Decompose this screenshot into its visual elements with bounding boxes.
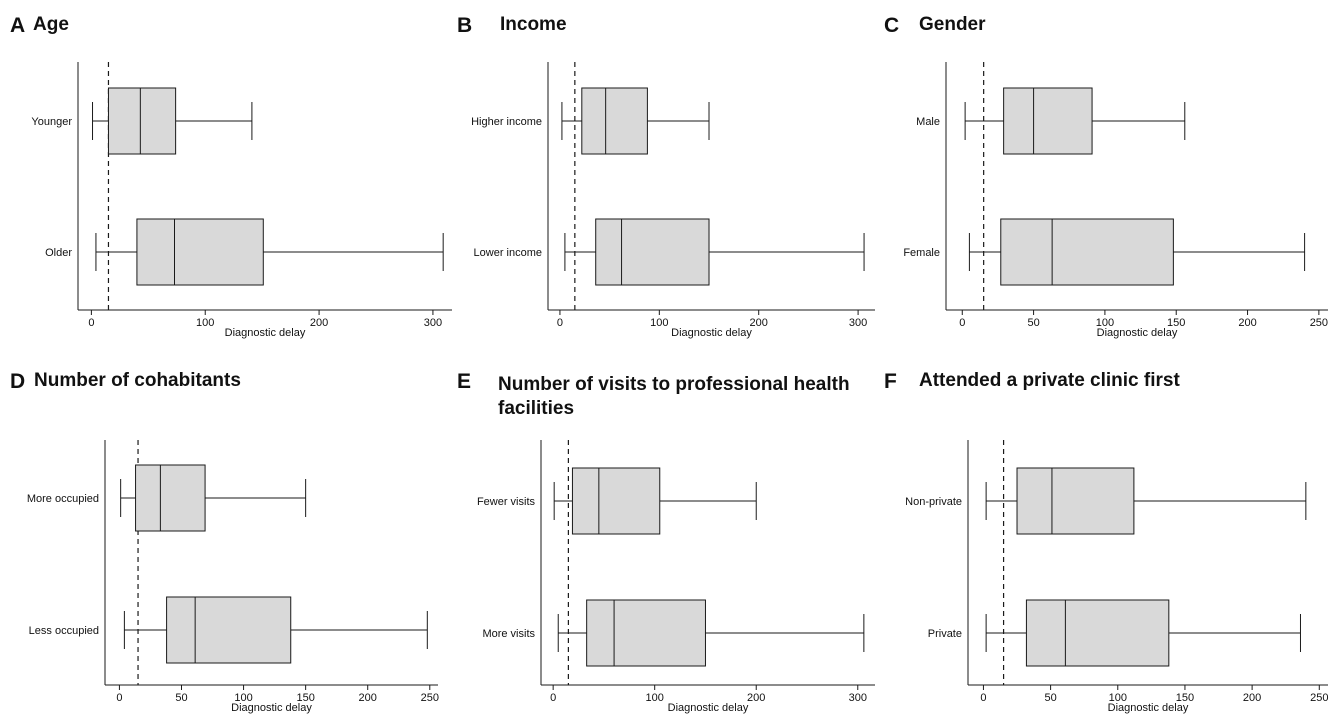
iqr-box — [166, 596, 292, 664]
panel-title: Income — [500, 14, 567, 35]
x-tick-label: 300 — [424, 317, 442, 329]
iqr-box — [1003, 87, 1093, 155]
x-tick-label: 100 — [234, 692, 252, 704]
x-tick-label: 300 — [849, 317, 867, 329]
x-axis-label: Diagnostic delay — [231, 702, 312, 714]
x-tick-label: 0 — [959, 317, 965, 329]
x-tick-label: 200 — [1238, 317, 1256, 329]
category-label: Higher income — [471, 116, 542, 128]
panel-title: Number of cohabitants — [34, 370, 241, 391]
x-axis-label: Diagnostic delay — [1097, 327, 1178, 339]
x-tick-label: 200 — [1243, 692, 1261, 704]
x-tick-label: 200 — [750, 317, 768, 329]
panel-title-line2: facilities — [498, 398, 574, 419]
x-tick-label: 50 — [175, 692, 187, 704]
box-group: More visits — [482, 599, 865, 667]
category-label: More visits — [482, 628, 535, 640]
iqr-box — [135, 464, 206, 532]
box-group: Fewer visits — [477, 467, 757, 535]
iqr-box — [1000, 218, 1174, 286]
x-axis-label: Diagnostic delay — [225, 327, 306, 339]
x-tick-label: 150 — [1167, 317, 1185, 329]
panel-letter: B — [457, 14, 472, 37]
box-group: Lower income — [474, 218, 865, 286]
category-label: Fewer visits — [477, 496, 536, 508]
x-tick-label: 150 — [1176, 692, 1194, 704]
panel-letter: E — [457, 370, 471, 393]
panel-f: F Attended a private clinic first 0 50 100 15… — [884, 370, 1328, 714]
x-tick-label: 100 — [1096, 317, 1114, 329]
category-label: Private — [928, 628, 962, 640]
x-tick-label: 0 — [116, 692, 122, 704]
panel-title: Number of visits to professional health — [498, 374, 850, 395]
category-label: Female — [903, 247, 940, 259]
x-tick-label: 250 — [1310, 317, 1328, 329]
panel-title: Gender — [919, 14, 986, 35]
x-tick-label: 0 — [980, 692, 986, 704]
panels-layer: A Age 0 100 200 300 Diagnostic delay Younger Old… — [10, 14, 1328, 714]
iqr-box — [581, 87, 648, 155]
x-tick-label: 200 — [747, 692, 765, 704]
x-tick-label: 100 — [196, 317, 214, 329]
box-group: Higher income — [471, 87, 710, 155]
box-group: Younger — [31, 87, 253, 155]
x-axis-label: Diagnostic delay — [671, 327, 752, 339]
panel-d: D Number of cohabitants 0 50 100 150 200 250 Dia… — [10, 370, 439, 714]
category-label: Non-private — [905, 496, 962, 508]
iqr-box — [1016, 467, 1135, 535]
x-tick-label: 0 — [550, 692, 556, 704]
x-tick-label: 150 — [296, 692, 314, 704]
box-group: Female — [903, 218, 1306, 286]
panel-letter: A — [10, 14, 25, 37]
panel-title: Age — [33, 14, 69, 35]
x-tick-label: 250 — [1310, 692, 1328, 704]
x-axis-label: Diagnostic delay — [1108, 702, 1189, 714]
iqr-box — [595, 218, 710, 286]
category-label: Lower income — [474, 247, 542, 259]
category-label: Older — [45, 247, 72, 259]
x-tick-label: 100 — [650, 317, 668, 329]
panel-letter: F — [884, 370, 897, 393]
x-tick-label: 250 — [421, 692, 439, 704]
box-group: Male — [916, 87, 1186, 155]
box-group: More occupied — [27, 464, 307, 532]
iqr-box — [107, 87, 177, 155]
x-tick-label: 100 — [646, 692, 664, 704]
x-tick-label: 200 — [359, 692, 377, 704]
panel-letter: D — [10, 370, 25, 393]
box-group: Older — [45, 218, 444, 286]
category-label: Less occupied — [29, 625, 99, 637]
x-tick-label: 0 — [557, 317, 563, 329]
x-tick-label: 300 — [849, 692, 867, 704]
box-group: Non-private — [905, 467, 1307, 535]
x-tick-label: 50 — [1027, 317, 1039, 329]
box-group: Less occupied — [29, 596, 428, 664]
iqr-box — [1025, 599, 1170, 667]
panel-c: C Gender 0 50 100 150 200 250 Diagnostic delay Ma… — [884, 14, 1328, 339]
category-label: Younger — [31, 116, 72, 128]
category-label: More occupied — [27, 493, 99, 505]
x-tick-label: 0 — [88, 317, 94, 329]
x-tick-label: 100 — [1109, 692, 1127, 704]
iqr-box — [136, 218, 264, 286]
x-tick-label: 50 — [1044, 692, 1056, 704]
panel-e: E Number of visits to professional health… — [457, 370, 875, 714]
panel-a: A Age 0 100 200 300 Diagnostic delay Younger Old… — [10, 14, 452, 339]
panel-title: Attended a private clinic first — [919, 370, 1180, 391]
box-group: Private — [928, 599, 1301, 667]
iqr-box — [571, 467, 661, 535]
x-tick-label: 200 — [310, 317, 328, 329]
panel-b: B Income 0 100 200 300 Diagnostic delay Higher … — [457, 14, 875, 339]
x-axis-label: Diagnostic delay — [668, 702, 749, 714]
iqr-box — [586, 599, 706, 667]
category-label: Male — [916, 116, 940, 128]
panel-letter: C — [884, 14, 899, 37]
